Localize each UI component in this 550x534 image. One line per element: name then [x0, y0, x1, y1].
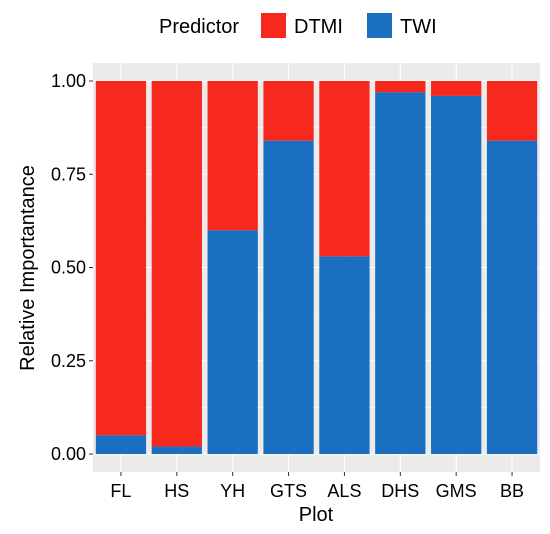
x-axis-title: Plot	[299, 504, 334, 526]
bar-twi-fl	[95, 435, 147, 454]
bars	[95, 81, 538, 455]
x-tick-label: HS	[164, 481, 189, 501]
y-tick-label: 0.50	[51, 258, 86, 278]
bar-dtmi-gts	[263, 81, 314, 141]
bar-dtmi-yh	[207, 81, 258, 231]
bar-dtmi-als	[319, 81, 370, 257]
y-axis: 0.00 0.25 0.50 0.75 1.00	[51, 71, 93, 464]
bar-dtmi-gms	[431, 81, 482, 96]
y-axis-title: Relative Importantance	[17, 165, 39, 371]
x-tick-label: YH	[220, 481, 245, 501]
bar-twi-als	[319, 256, 370, 454]
legend-title: Predictor	[159, 16, 239, 38]
legend: Predictor DTMI TWI	[159, 13, 437, 38]
bar-twi-gms	[431, 95, 482, 455]
bar-twi-dhs	[375, 92, 426, 454]
bar-twi-gts	[263, 140, 314, 454]
legend-label-dtmi: DTMI	[294, 16, 343, 38]
bar-dtmi-bb	[486, 81, 538, 141]
legend-swatch-twi	[367, 13, 392, 38]
bar-twi-bb	[486, 140, 538, 454]
bar-twi-yh	[207, 230, 258, 454]
y-tick-label: 1.00	[51, 71, 86, 91]
x-axis: FL HS YH GTS ALS DHS GMS BB	[110, 472, 524, 501]
bar-dtmi-hs	[151, 81, 202, 447]
y-tick-label: 0.00	[51, 444, 86, 464]
legend-label-twi: TWI	[400, 16, 437, 38]
x-tick-label: GTS	[270, 481, 307, 501]
bar-twi-hs	[151, 446, 202, 454]
x-tick-label: DHS	[381, 481, 419, 501]
x-tick-label: GMS	[436, 481, 477, 501]
y-tick-label: 0.75	[51, 164, 86, 184]
x-tick-label: ALS	[327, 481, 361, 501]
x-tick-label: BB	[500, 481, 524, 501]
bar-dtmi-fl	[95, 81, 147, 436]
bar-dtmi-dhs	[375, 81, 426, 93]
x-tick-label: FL	[110, 481, 131, 501]
y-tick-label: 0.25	[51, 351, 86, 371]
legend-swatch-dtmi	[261, 13, 286, 38]
